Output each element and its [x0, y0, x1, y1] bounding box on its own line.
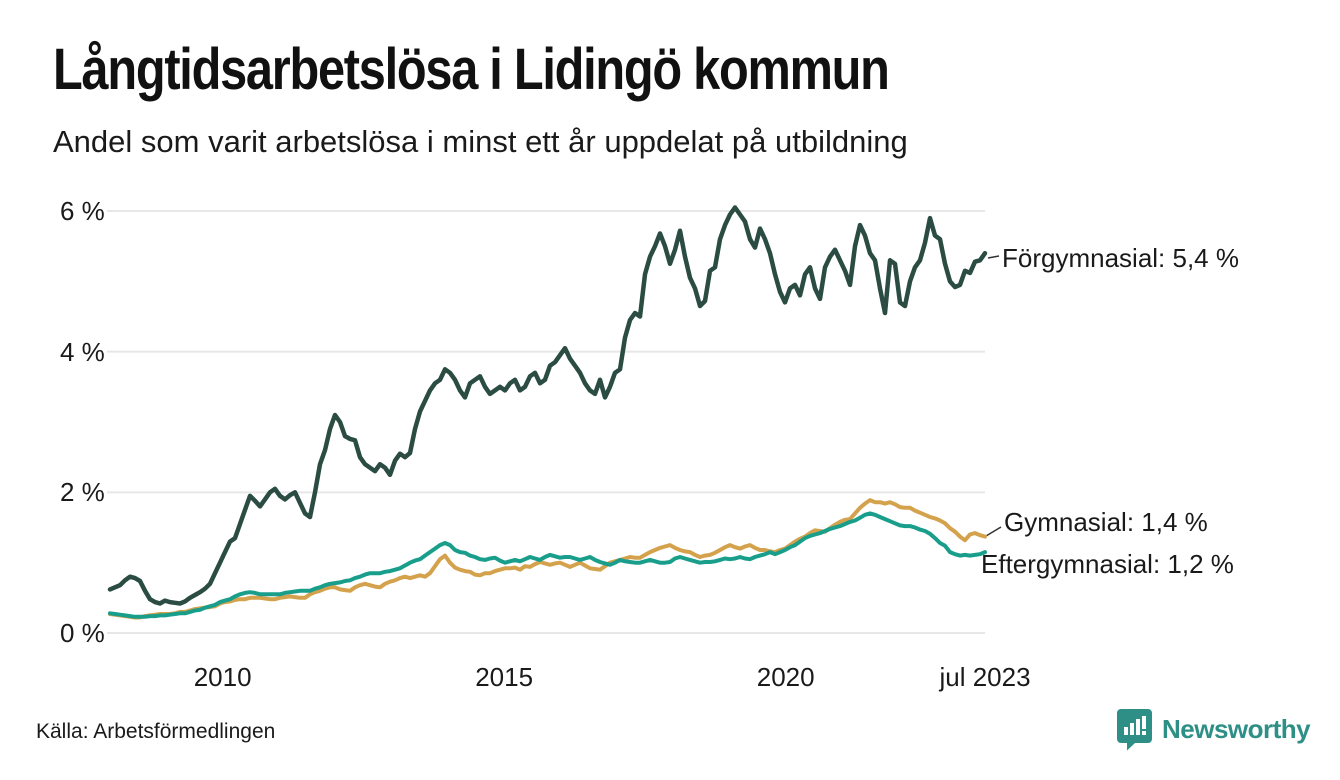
page-title: Långtidsarbetslösa i Lidingö kommun — [53, 37, 890, 102]
series-end-label-eftergymnasial: Eftergymnasial: 1,2 % — [981, 549, 1234, 579]
series-line-förgymnasial — [107, 205, 988, 606]
annotation-connector-gymnasial — [985, 526, 1002, 537]
y-axis-tick-0: 0 % — [60, 618, 105, 648]
page-subtitle: Andel som varit arbetslösa i minst ett å… — [53, 124, 908, 159]
newsworthy-logo[interactable]: Newsworthy — [1116, 708, 1311, 751]
series-line-eftergymnasial — [108, 511, 987, 619]
newsworthy-wordmark: Newsworthy — [1162, 714, 1311, 744]
source-attribution: Källa: Arbetsförmedlingen — [36, 720, 276, 743]
x-axis-tick-jul-2023: jul 2023 — [939, 662, 1031, 692]
y-axis-tick-4: 4 % — [60, 336, 105, 367]
x-axis-tick-2010: 2010 — [193, 662, 252, 692]
series-end-label-forgymnasial: Förgymnasial: 5,4 % — [1002, 243, 1239, 273]
x-axis-tick-2020: 2020 — [756, 662, 815, 692]
series-line-gymnasial — [108, 498, 987, 620]
newsworthy-chart-bubble-icon — [1116, 708, 1153, 751]
annotation-connector-forgymnasial — [987, 255, 1000, 259]
y-axis-tick-2: 2 % — [60, 477, 105, 508]
x-axis-tick-2015: 2015 — [475, 662, 534, 692]
series-end-label-gymnasial: Gymnasial: 1,4 % — [1004, 507, 1208, 537]
y-axis-tick-6: 6 % — [60, 196, 105, 227]
